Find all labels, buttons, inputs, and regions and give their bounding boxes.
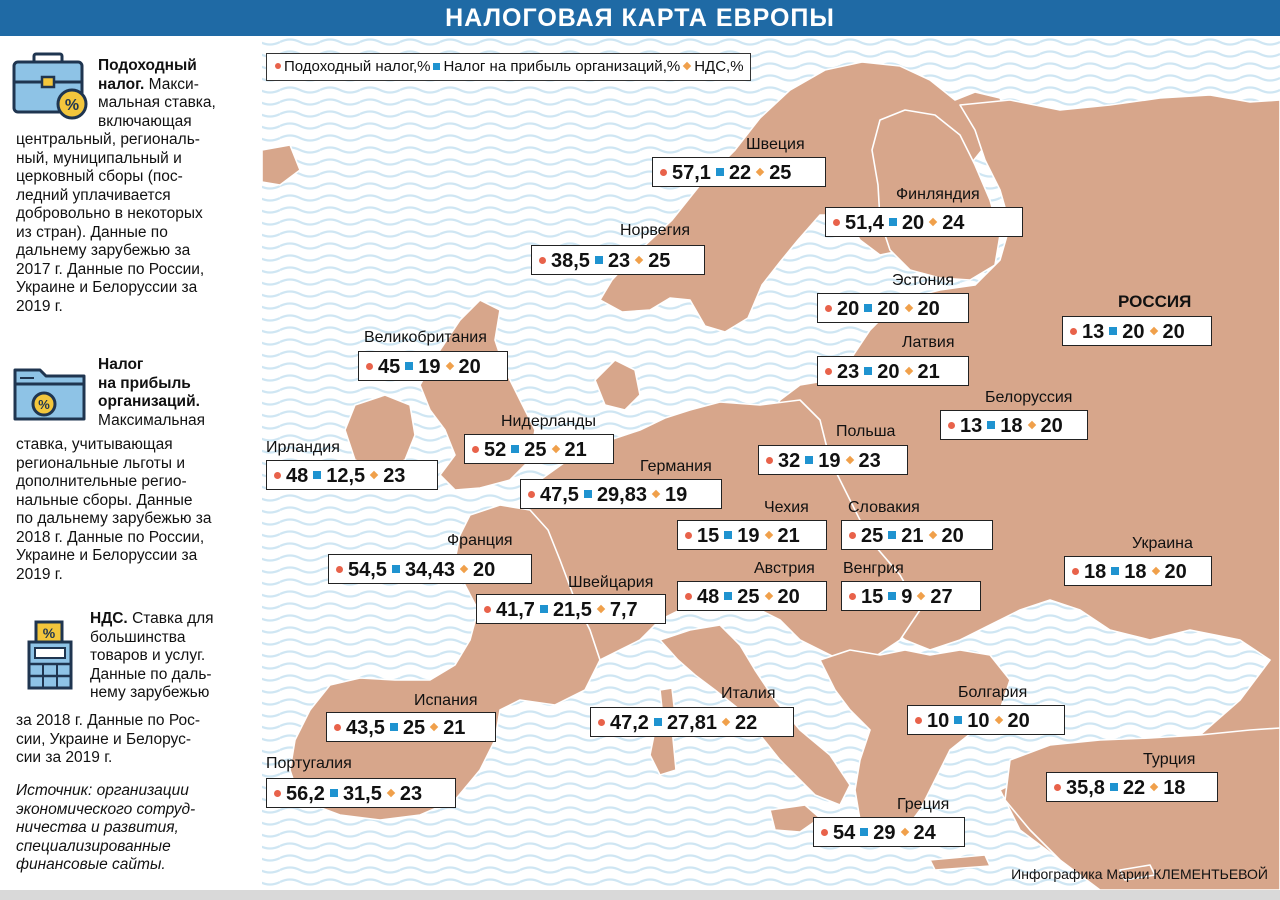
- source-text: Источник: организации: [16, 782, 189, 799]
- income-text: 2017 г. Данные по России,: [16, 260, 205, 278]
- income-text: Макси-: [148, 75, 199, 93]
- source-text: специализированные: [16, 837, 171, 855]
- profit-text: региональные льготы и: [16, 454, 186, 472]
- vat-text: за 2018 г. Данные по Рос-: [16, 712, 201, 729]
- income-text: ный, муниципальный и: [16, 149, 182, 167]
- finland-landmass: [871, 109, 1001, 281]
- balkans-landmass: [819, 649, 1011, 841]
- income-text: из стран). Данные по: [16, 223, 168, 241]
- source-text: ничества и развития,: [16, 819, 179, 836]
- turkey-landmass: [1004, 727, 1280, 890]
- vat-text: большинства: [90, 628, 186, 646]
- income-text: церковный сборы (пос-: [16, 168, 183, 185]
- corsica-landmass: [659, 687, 676, 719]
- profit-title: на прибыль: [98, 374, 191, 392]
- vat-text: сии за 2019 г.: [16, 749, 113, 766]
- income-text: добровольно в некоторых: [16, 205, 203, 222]
- vat-text: Данные по даль-: [90, 665, 212, 683]
- income-text: включающая: [98, 112, 192, 130]
- infographic-credit: Инфографика Марии КЛЕМЕНТЬЕВОЙ: [1011, 866, 1268, 882]
- source-text: финансовые сайты.: [16, 856, 166, 873]
- denmark-landmass: [594, 359, 641, 411]
- briefcase-percent-icon: %: [12, 52, 90, 122]
- ireland-landmass: [344, 394, 416, 471]
- income-text: ледний уплачивается: [16, 186, 171, 204]
- income-text: центральный, региональ-: [16, 131, 200, 148]
- income-text: 2019 г.: [16, 297, 63, 315]
- cash-register-icon: %: [26, 620, 74, 692]
- income-text: Украине и Белоруссии за: [16, 279, 198, 296]
- legend-sidebar: % Подоходный налог. Макси- мальная ставк…: [0, 36, 262, 890]
- income-text: мальная ставка,: [98, 94, 216, 111]
- vat-text: сии, Украине и Белорус-: [16, 730, 192, 748]
- profit-text: дополнительные регио-: [16, 473, 187, 490]
- map-canvas: [262, 36, 1280, 890]
- crete-landmass: [929, 854, 991, 871]
- profit-text: Украине и Белоруссии за: [16, 547, 198, 564]
- income-text: дальнему зарубежью за: [16, 242, 191, 259]
- infographic-title: НАЛОГОВАЯ КАРТА ЕВРОПЫ: [0, 0, 1280, 36]
- svg-text:%: %: [43, 625, 56, 641]
- vat-text: товаров и услуг.: [90, 647, 206, 664]
- bottom-strip: [0, 890, 1280, 900]
- cyprus-landmass: [1119, 864, 1156, 881]
- profit-text: Максимальная: [98, 411, 206, 429]
- vat-title: НДС.: [90, 610, 128, 627]
- profit-text: 2019 г.: [16, 565, 63, 583]
- folder-percent-icon: %: [12, 364, 88, 422]
- profit-text: по дальнему зарубежью за: [16, 510, 212, 527]
- profit-text: ставка, учитывающая: [16, 436, 173, 453]
- profit-title: Налог: [98, 356, 144, 373]
- income-title-2: налог.: [98, 75, 145, 93]
- profit-text: нальные сборы. Данные: [16, 491, 193, 509]
- profit-title: организаций.: [98, 393, 200, 410]
- svg-text:%: %: [38, 397, 50, 412]
- northern-island-landmass: [262, 144, 301, 186]
- source-text: экономического сотруд-: [16, 800, 196, 818]
- income-title: Подоходный: [98, 57, 197, 74]
- svg-text:%: %: [65, 97, 79, 114]
- profit-text: 2018 г. Данные по России,: [16, 528, 205, 546]
- vat-text: Ставка для: [132, 610, 214, 627]
- vat-text: нему зарубежью: [90, 684, 210, 701]
- sicily-landmass: [769, 804, 821, 833]
- europe-map: [262, 36, 1280, 890]
